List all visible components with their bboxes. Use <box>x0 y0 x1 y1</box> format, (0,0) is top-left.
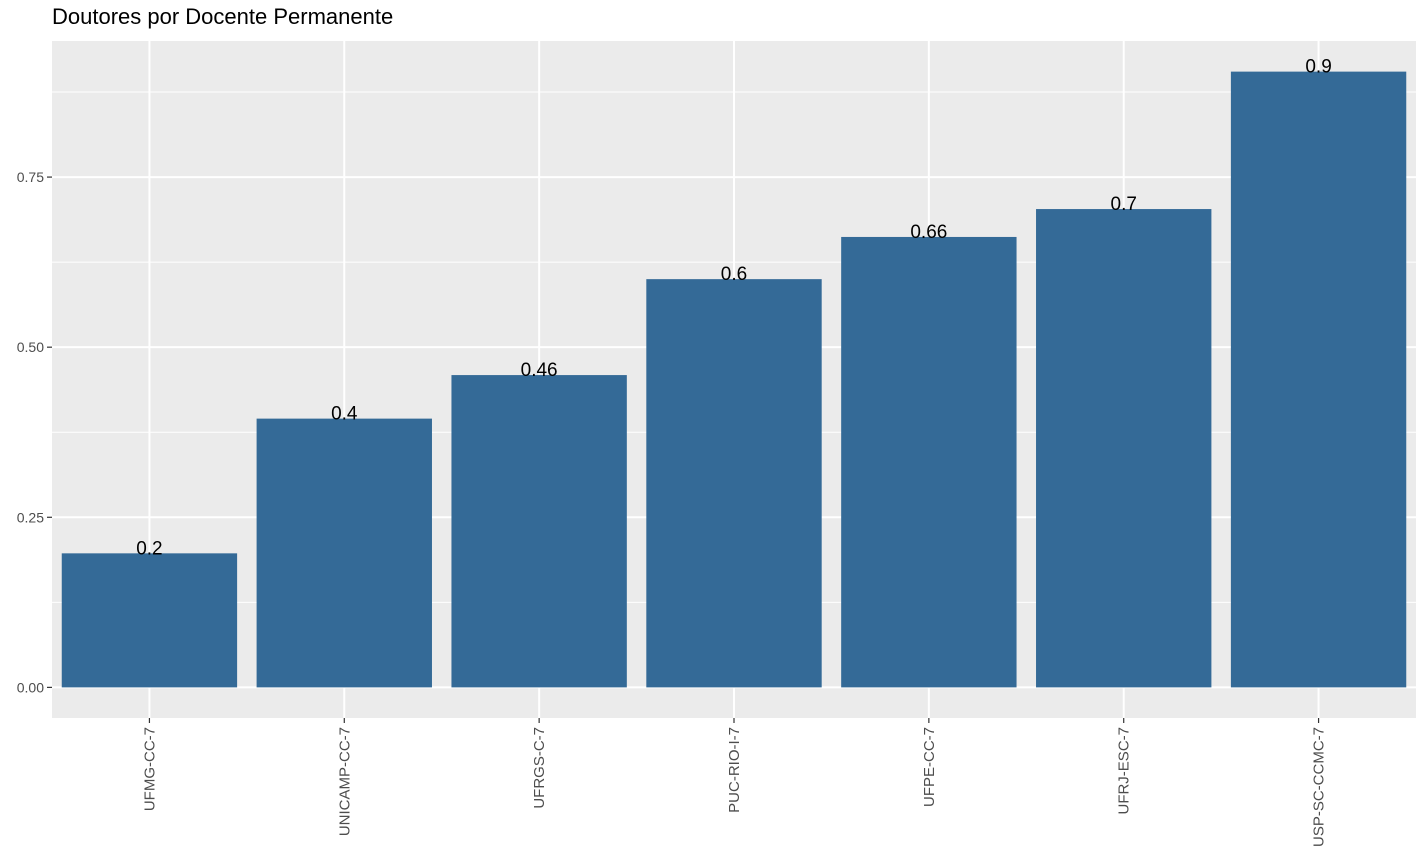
x-tick-label: UFRGS-C-7 <box>531 727 548 809</box>
y-axis: 0.00 0.25 0.50 0.75 <box>17 169 52 695</box>
bar <box>1036 209 1212 688</box>
data-label: 0.9 <box>1305 57 1331 78</box>
y-tick-label: 0.50 <box>17 339 44 355</box>
bars <box>61 71 1407 688</box>
bar <box>256 418 432 688</box>
x-tick-label: UFPE-CC-7 <box>921 727 938 807</box>
bar <box>1230 71 1407 688</box>
x-tick-label: PUC-RIO-I-7 <box>726 727 743 813</box>
y-tick-label: 0.00 <box>17 679 44 695</box>
data-label: 0.66 <box>910 222 947 243</box>
bar <box>841 236 1017 688</box>
y-tick-label: 0.25 <box>17 509 44 525</box>
x-tick-label: UFMG-CC-7 <box>141 727 158 811</box>
bar <box>646 279 822 688</box>
x-tick-label: USP-SC-CCMC-7 <box>1311 727 1328 847</box>
data-label: 0.7 <box>1111 194 1137 215</box>
data-label: 0.4 <box>331 404 358 425</box>
bar <box>451 375 627 688</box>
chart-title: Doutores por Docente Permanente <box>52 4 394 29</box>
x-axis: UFMG-CC-7 UNICAMP-CC-7 UFRGS-C-7 PUC-RIO-I-… <box>141 718 1328 847</box>
y-tick-label: 0.75 <box>17 169 44 185</box>
data-labels: 0.2 0.4 0.46 0.6 0.66 0.7 0.9 <box>136 57 1332 560</box>
x-tick-label: UNICAMP-CC-7 <box>336 727 353 836</box>
data-label: 0.6 <box>721 264 747 285</box>
data-label: 0.46 <box>521 360 558 381</box>
bar <box>61 553 238 688</box>
x-tick-label: UFRJ-ESC-7 <box>1116 727 1133 815</box>
data-label: 0.2 <box>136 538 162 559</box>
